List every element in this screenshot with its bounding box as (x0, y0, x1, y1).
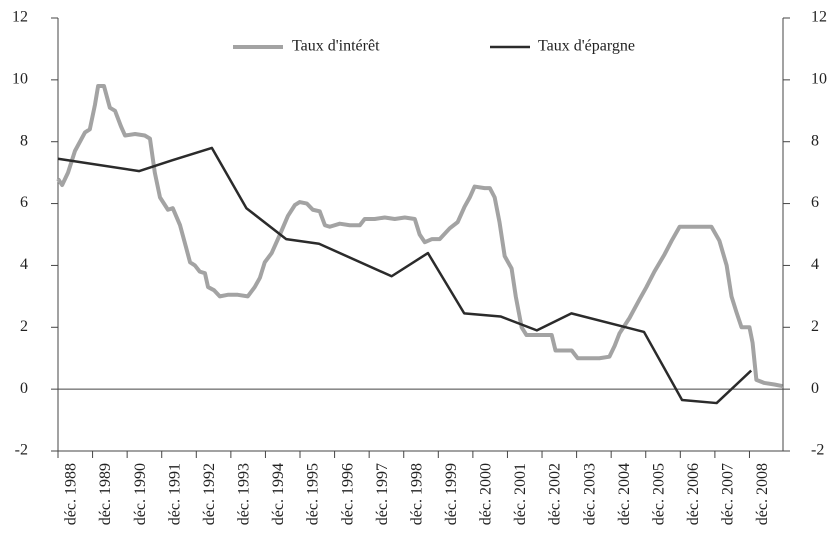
x-tick-label: déc. 2008 (754, 463, 771, 525)
y-tick-label: 6 (20, 194, 28, 211)
y-tick-label: 8 (20, 132, 28, 149)
x-tick-label: déc. 1990 (132, 463, 149, 525)
y-tick-label: 12 (12, 9, 28, 26)
legend-label: Taux d'intérêt (292, 38, 380, 55)
line-series (56, 84, 783, 389)
x-tick-label: déc. 1997 (374, 463, 391, 525)
x-tick-label: déc. 1993 (236, 463, 253, 525)
x-tick-label: déc. 2000 (478, 463, 495, 525)
x-tick-label: déc. 2005 (650, 463, 667, 525)
y2-tick-label: 0 (811, 380, 819, 397)
y-tick-label: 10 (12, 71, 28, 88)
y2-tick-label: 10 (811, 71, 827, 88)
x-tick-label: déc. 1998 (408, 463, 425, 525)
y2-tick-label: 4 (811, 256, 819, 273)
x-tick-label: déc. 1992 (201, 463, 218, 525)
x-tick-label: déc. 2001 (512, 463, 529, 525)
x-tick-label: déc. 2006 (685, 463, 702, 525)
y2-tick-label: 12 (811, 9, 827, 26)
y2-tick-label: -2 (811, 442, 824, 459)
x-tick-label: déc. 2003 (581, 463, 598, 525)
x-tick-label: déc. 1994 (270, 463, 287, 525)
x-tick-label: déc. 1995 (305, 463, 322, 525)
y-tick-label: 0 (20, 380, 28, 397)
y2-tick-label: 8 (811, 132, 819, 149)
x-tick-label: déc. 1996 (339, 463, 356, 525)
x-tick-label: déc. 1989 (97, 463, 114, 525)
legend-label: Taux d'épargne (538, 38, 635, 55)
y-tick-label: 4 (20, 256, 28, 273)
x-tick-label: déc. 1991 (166, 463, 183, 525)
y2-tick-label: 6 (811, 194, 819, 211)
x-tick-label: déc. 2007 (720, 463, 737, 525)
y-tick-label: 2 (20, 318, 28, 335)
x-tick-label: déc. 2004 (616, 463, 633, 525)
x-tick-label: déc. 1999 (443, 463, 460, 525)
y2-tick-label: 2 (811, 318, 819, 335)
y-tick-label: -2 (15, 442, 28, 459)
line-series (57, 146, 753, 405)
x-tick-label: déc. 2002 (547, 463, 564, 525)
x-tick-label: déc. 1988 (63, 463, 80, 525)
